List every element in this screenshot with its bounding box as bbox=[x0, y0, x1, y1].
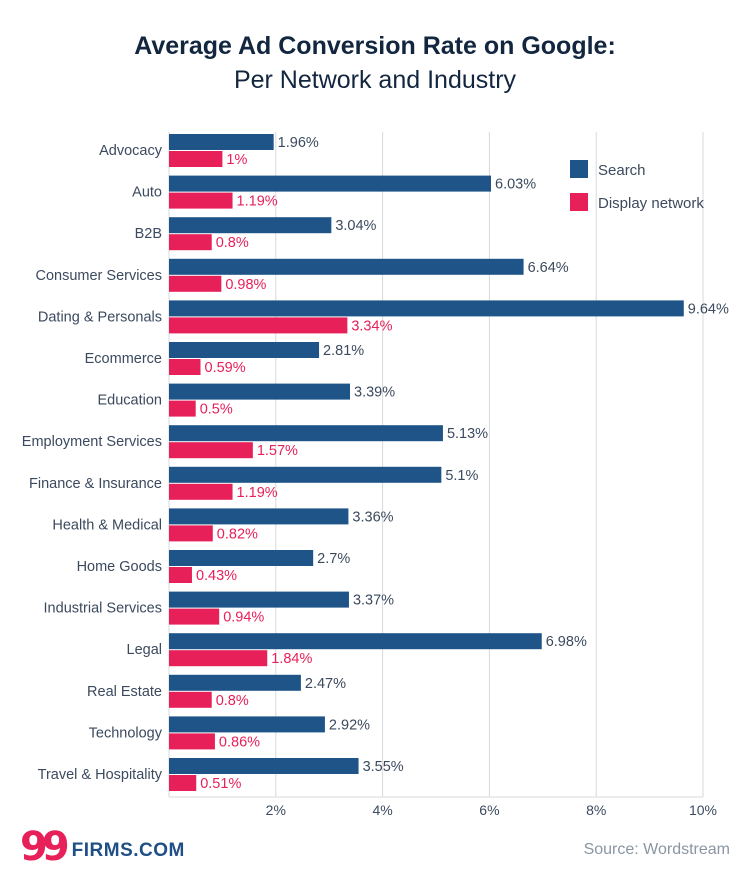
chart-subtitle: Per Network and Industry bbox=[233, 66, 517, 94]
data-label-search: 6.03% bbox=[495, 177, 536, 193]
data-label-display-network: 1.19% bbox=[237, 485, 278, 501]
data-label-display-network: 0.59% bbox=[205, 360, 246, 376]
data-label-search: 5.13% bbox=[447, 426, 488, 442]
logo-text: FIRMS.COM bbox=[71, 840, 185, 861]
labels: 2% 4% 6% 8% 10% Advocacy 1.96% 1% Auto 6.03% 1.19%… bbox=[22, 135, 729, 818]
bar-display-network bbox=[169, 733, 215, 750]
legend: Search Display network bbox=[570, 160, 704, 212]
bar-display-network bbox=[169, 650, 268, 667]
chart-title: Average Ad Conversion Rate on Google: bbox=[134, 32, 616, 60]
bars bbox=[169, 134, 684, 791]
bar-display-network bbox=[169, 442, 253, 459]
category-label: Legal bbox=[127, 642, 162, 658]
x-tick-label: 2% bbox=[266, 802, 286, 818]
bar-display-network bbox=[169, 151, 223, 167]
bar-display-network bbox=[169, 317, 348, 334]
data-label-search: 9.64% bbox=[688, 301, 729, 317]
data-label-search: 1.96% bbox=[278, 135, 319, 151]
category-label: Employment Services bbox=[22, 434, 162, 450]
source-note: Source: Wordstream bbox=[583, 841, 730, 858]
category-label: Education bbox=[98, 393, 163, 409]
bar-display-network bbox=[169, 483, 233, 500]
data-label-search: 3.39% bbox=[354, 385, 395, 401]
legend-label-display-network: Display network bbox=[598, 195, 704, 212]
bar-display-network bbox=[169, 275, 222, 292]
bar-search bbox=[169, 383, 351, 400]
category-label: Ecommerce bbox=[85, 351, 162, 367]
category-label: Consumer Services bbox=[35, 268, 162, 284]
legend-label-search: Search bbox=[598, 162, 646, 179]
legend-swatch-display-network bbox=[570, 193, 588, 211]
legend-swatch-search bbox=[570, 160, 588, 178]
data-label-display-network: 0.94% bbox=[223, 610, 264, 626]
data-label-display-network: 0.51% bbox=[200, 776, 241, 792]
bar-search bbox=[169, 300, 684, 317]
bar-search bbox=[169, 674, 301, 691]
bar-display-network bbox=[169, 525, 213, 542]
logo-number: 99 bbox=[20, 824, 70, 870]
data-label-display-network: 1.57% bbox=[257, 443, 298, 459]
data-label-display-network: 1.19% bbox=[237, 194, 278, 210]
x-tick-label: 4% bbox=[372, 802, 392, 818]
bar-search bbox=[169, 591, 349, 608]
data-label-display-network: 0.8% bbox=[216, 235, 249, 251]
bar-display-network bbox=[169, 359, 201, 375]
bar-display-network bbox=[169, 400, 196, 417]
data-label-search: 3.36% bbox=[352, 509, 393, 525]
data-label-search: 2.7% bbox=[317, 551, 350, 567]
data-label-display-network: 0.82% bbox=[217, 526, 258, 542]
data-label-display-network: 0.8% bbox=[216, 693, 249, 709]
data-label-display-network: 1.84% bbox=[271, 651, 312, 667]
data-label-search: 3.04% bbox=[335, 218, 376, 234]
data-label-search: 6.64% bbox=[528, 260, 569, 276]
category-label: Technology bbox=[89, 725, 163, 741]
data-label-display-network: 0.86% bbox=[219, 734, 260, 750]
bar-display-network bbox=[169, 608, 220, 625]
bar-search bbox=[169, 508, 349, 525]
data-label-search: 2.81% bbox=[323, 343, 364, 359]
bar-search bbox=[169, 217, 332, 234]
bar-display-network bbox=[169, 691, 212, 708]
x-tick-label: 10% bbox=[689, 802, 717, 818]
data-label-display-network: 0.98% bbox=[225, 277, 266, 293]
category-label: Health & Medical bbox=[52, 517, 162, 533]
bar-display-network bbox=[169, 192, 233, 209]
bar-search bbox=[169, 175, 492, 192]
category-label: B2B bbox=[135, 226, 162, 242]
bar-search bbox=[169, 134, 274, 150]
category-label: Auto bbox=[132, 185, 162, 201]
data-label-display-network: 3.34% bbox=[351, 318, 392, 334]
bar-search bbox=[169, 466, 442, 483]
data-label-search: 3.37% bbox=[353, 593, 394, 609]
category-label: Real Estate bbox=[87, 684, 162, 700]
bar-display-network bbox=[169, 775, 197, 791]
x-tick-label: 8% bbox=[586, 802, 606, 818]
bar-search bbox=[169, 633, 542, 650]
data-label-display-network: 0.5% bbox=[200, 402, 233, 418]
data-label-search: 2.47% bbox=[305, 676, 346, 692]
logo-99firms: 99 FIRMS.COM bbox=[20, 824, 185, 870]
bar-search bbox=[169, 550, 314, 566]
bar-search bbox=[169, 716, 325, 733]
bar-display-network bbox=[169, 234, 212, 251]
category-label: Dating & Personals bbox=[38, 309, 162, 325]
category-label: Travel & Hospitality bbox=[38, 767, 163, 783]
category-label: Advocacy bbox=[99, 143, 163, 159]
data-label-display-network: 1% bbox=[226, 152, 247, 168]
data-label-search: 2.92% bbox=[329, 717, 370, 733]
data-label-display-network: 0.43% bbox=[196, 568, 237, 584]
bar-search bbox=[169, 425, 443, 442]
data-label-search: 3.55% bbox=[363, 759, 404, 775]
data-label-search: 5.1% bbox=[445, 468, 478, 484]
category-label: Finance & Insurance bbox=[29, 476, 162, 492]
x-tick-label: 6% bbox=[479, 802, 499, 818]
data-label-search: 6.98% bbox=[546, 634, 587, 650]
category-label: Home Goods bbox=[77, 559, 162, 575]
bar-search bbox=[169, 758, 359, 774]
category-label: Industrial Services bbox=[44, 601, 162, 617]
bar-search bbox=[169, 342, 320, 358]
bar-display-network bbox=[169, 567, 192, 583]
bar-search bbox=[169, 258, 524, 275]
